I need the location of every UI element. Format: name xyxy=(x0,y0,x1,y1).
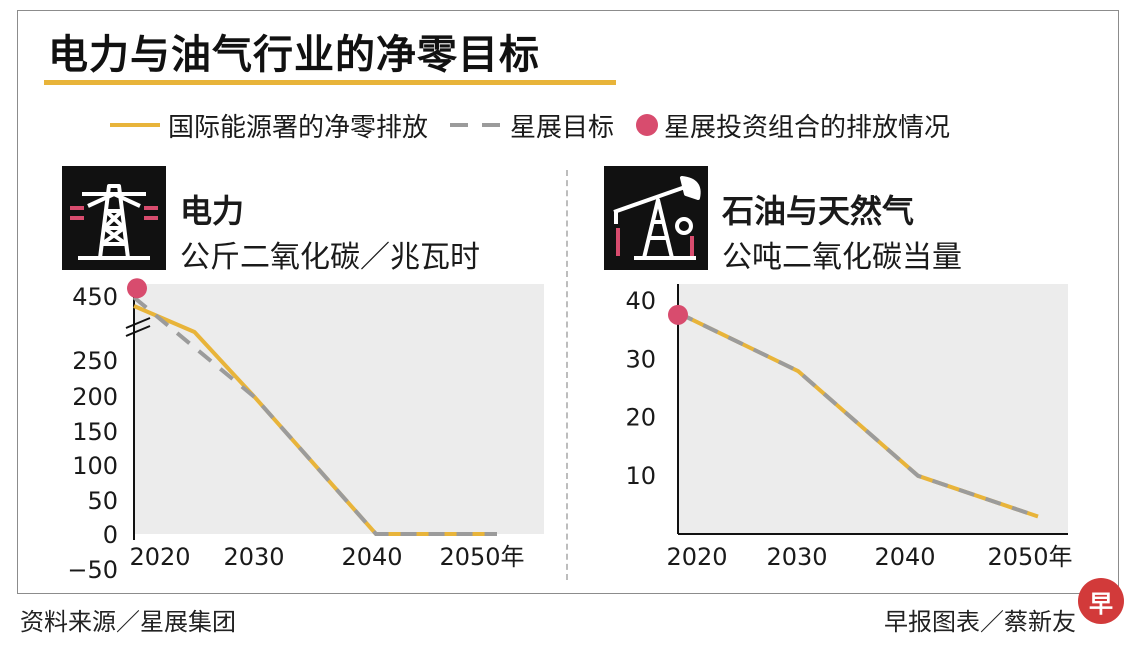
oil-y-tick-2: 20 xyxy=(625,404,656,432)
legend-item-iea: 国际能源署的净零排放 xyxy=(110,107,428,144)
panel-title-power: 电力 xyxy=(180,192,245,230)
power-axis-break-mark xyxy=(125,325,151,337)
power-y-tick-0: 450 xyxy=(72,283,118,311)
legend-label-target: 星展目标 xyxy=(510,112,615,143)
power-portfolio-dot xyxy=(127,278,147,299)
power-target-line xyxy=(132,295,497,536)
power-y-tick-1: 250 xyxy=(72,347,118,375)
power-tower-icon xyxy=(62,166,166,270)
oil-y-tick-1: 30 xyxy=(625,345,656,373)
power-chart: 450 250 200 150 100 50 0 −50 2020 2030 2040 2050年 xyxy=(67,278,525,584)
panel-unit-oil-gas: 公吨二氧化碳当量 xyxy=(722,240,962,275)
footer-credit: 早报图表／蔡新友 xyxy=(884,608,1076,636)
power-x-tick-2: 2040 xyxy=(341,543,402,571)
oil-y-tick-3: 10 xyxy=(625,462,656,490)
legend-label-portfolio: 星展投资组合的排放情况 xyxy=(664,112,951,143)
power-y-tick-5: 50 xyxy=(87,487,118,515)
legend-solid-line-swatch xyxy=(110,123,160,127)
power-y-tick-7: −50 xyxy=(67,556,118,584)
oil-plot-area xyxy=(678,284,1068,534)
power-x-tick-1: 2030 xyxy=(223,543,284,571)
power-axis-break-mark xyxy=(125,317,151,329)
power-y-tick-3: 150 xyxy=(72,418,118,446)
oil-pump-icon xyxy=(604,166,708,270)
power-y-tick-6: 0 xyxy=(103,521,118,549)
legend-item-target: 星展目标 xyxy=(450,107,614,144)
legend-dot-swatch xyxy=(636,114,659,136)
power-x-tick-3: 2050年 xyxy=(439,543,524,571)
legend: 国际能源署的净零排放 星展目标 星展投资组合的排放情况 xyxy=(110,104,1090,146)
footer-source: 资料来源／星展集团 xyxy=(20,608,236,636)
panel-title-oil-gas: 石油与天然气 xyxy=(722,192,915,230)
power-plot-area xyxy=(134,284,544,534)
oil-x-tick-3: 2050年 xyxy=(987,543,1072,571)
oil-x-tick-0: 2020 xyxy=(666,543,727,571)
chart-title: 电力与油气行业的净零目标 xyxy=(48,32,540,78)
oil-portfolio-dot xyxy=(668,304,688,325)
panel-unit-power: 公斤二氧化碳／兆瓦时 xyxy=(180,240,480,275)
oil-x-tick-2: 2040 xyxy=(874,543,935,571)
legend-label-iea: 国际能源署的净零排放 xyxy=(168,112,429,143)
oil-y-tick-0: 40 xyxy=(625,287,656,315)
panel-divider xyxy=(566,170,568,580)
title-underline xyxy=(44,80,616,85)
power-y-tick-4: 100 xyxy=(72,452,118,480)
power-y-tick-2: 200 xyxy=(72,383,118,411)
power-x-tick-0: 2020 xyxy=(129,543,190,571)
legend-dashed-line-swatch xyxy=(450,123,503,127)
oil-x-tick-1: 2030 xyxy=(766,543,827,571)
oil-iea-line xyxy=(677,311,1039,519)
legend-item-portfolio: 星展投资组合的排放情况 xyxy=(636,107,950,144)
zaobao-badge-icon: 早 xyxy=(1078,578,1124,624)
